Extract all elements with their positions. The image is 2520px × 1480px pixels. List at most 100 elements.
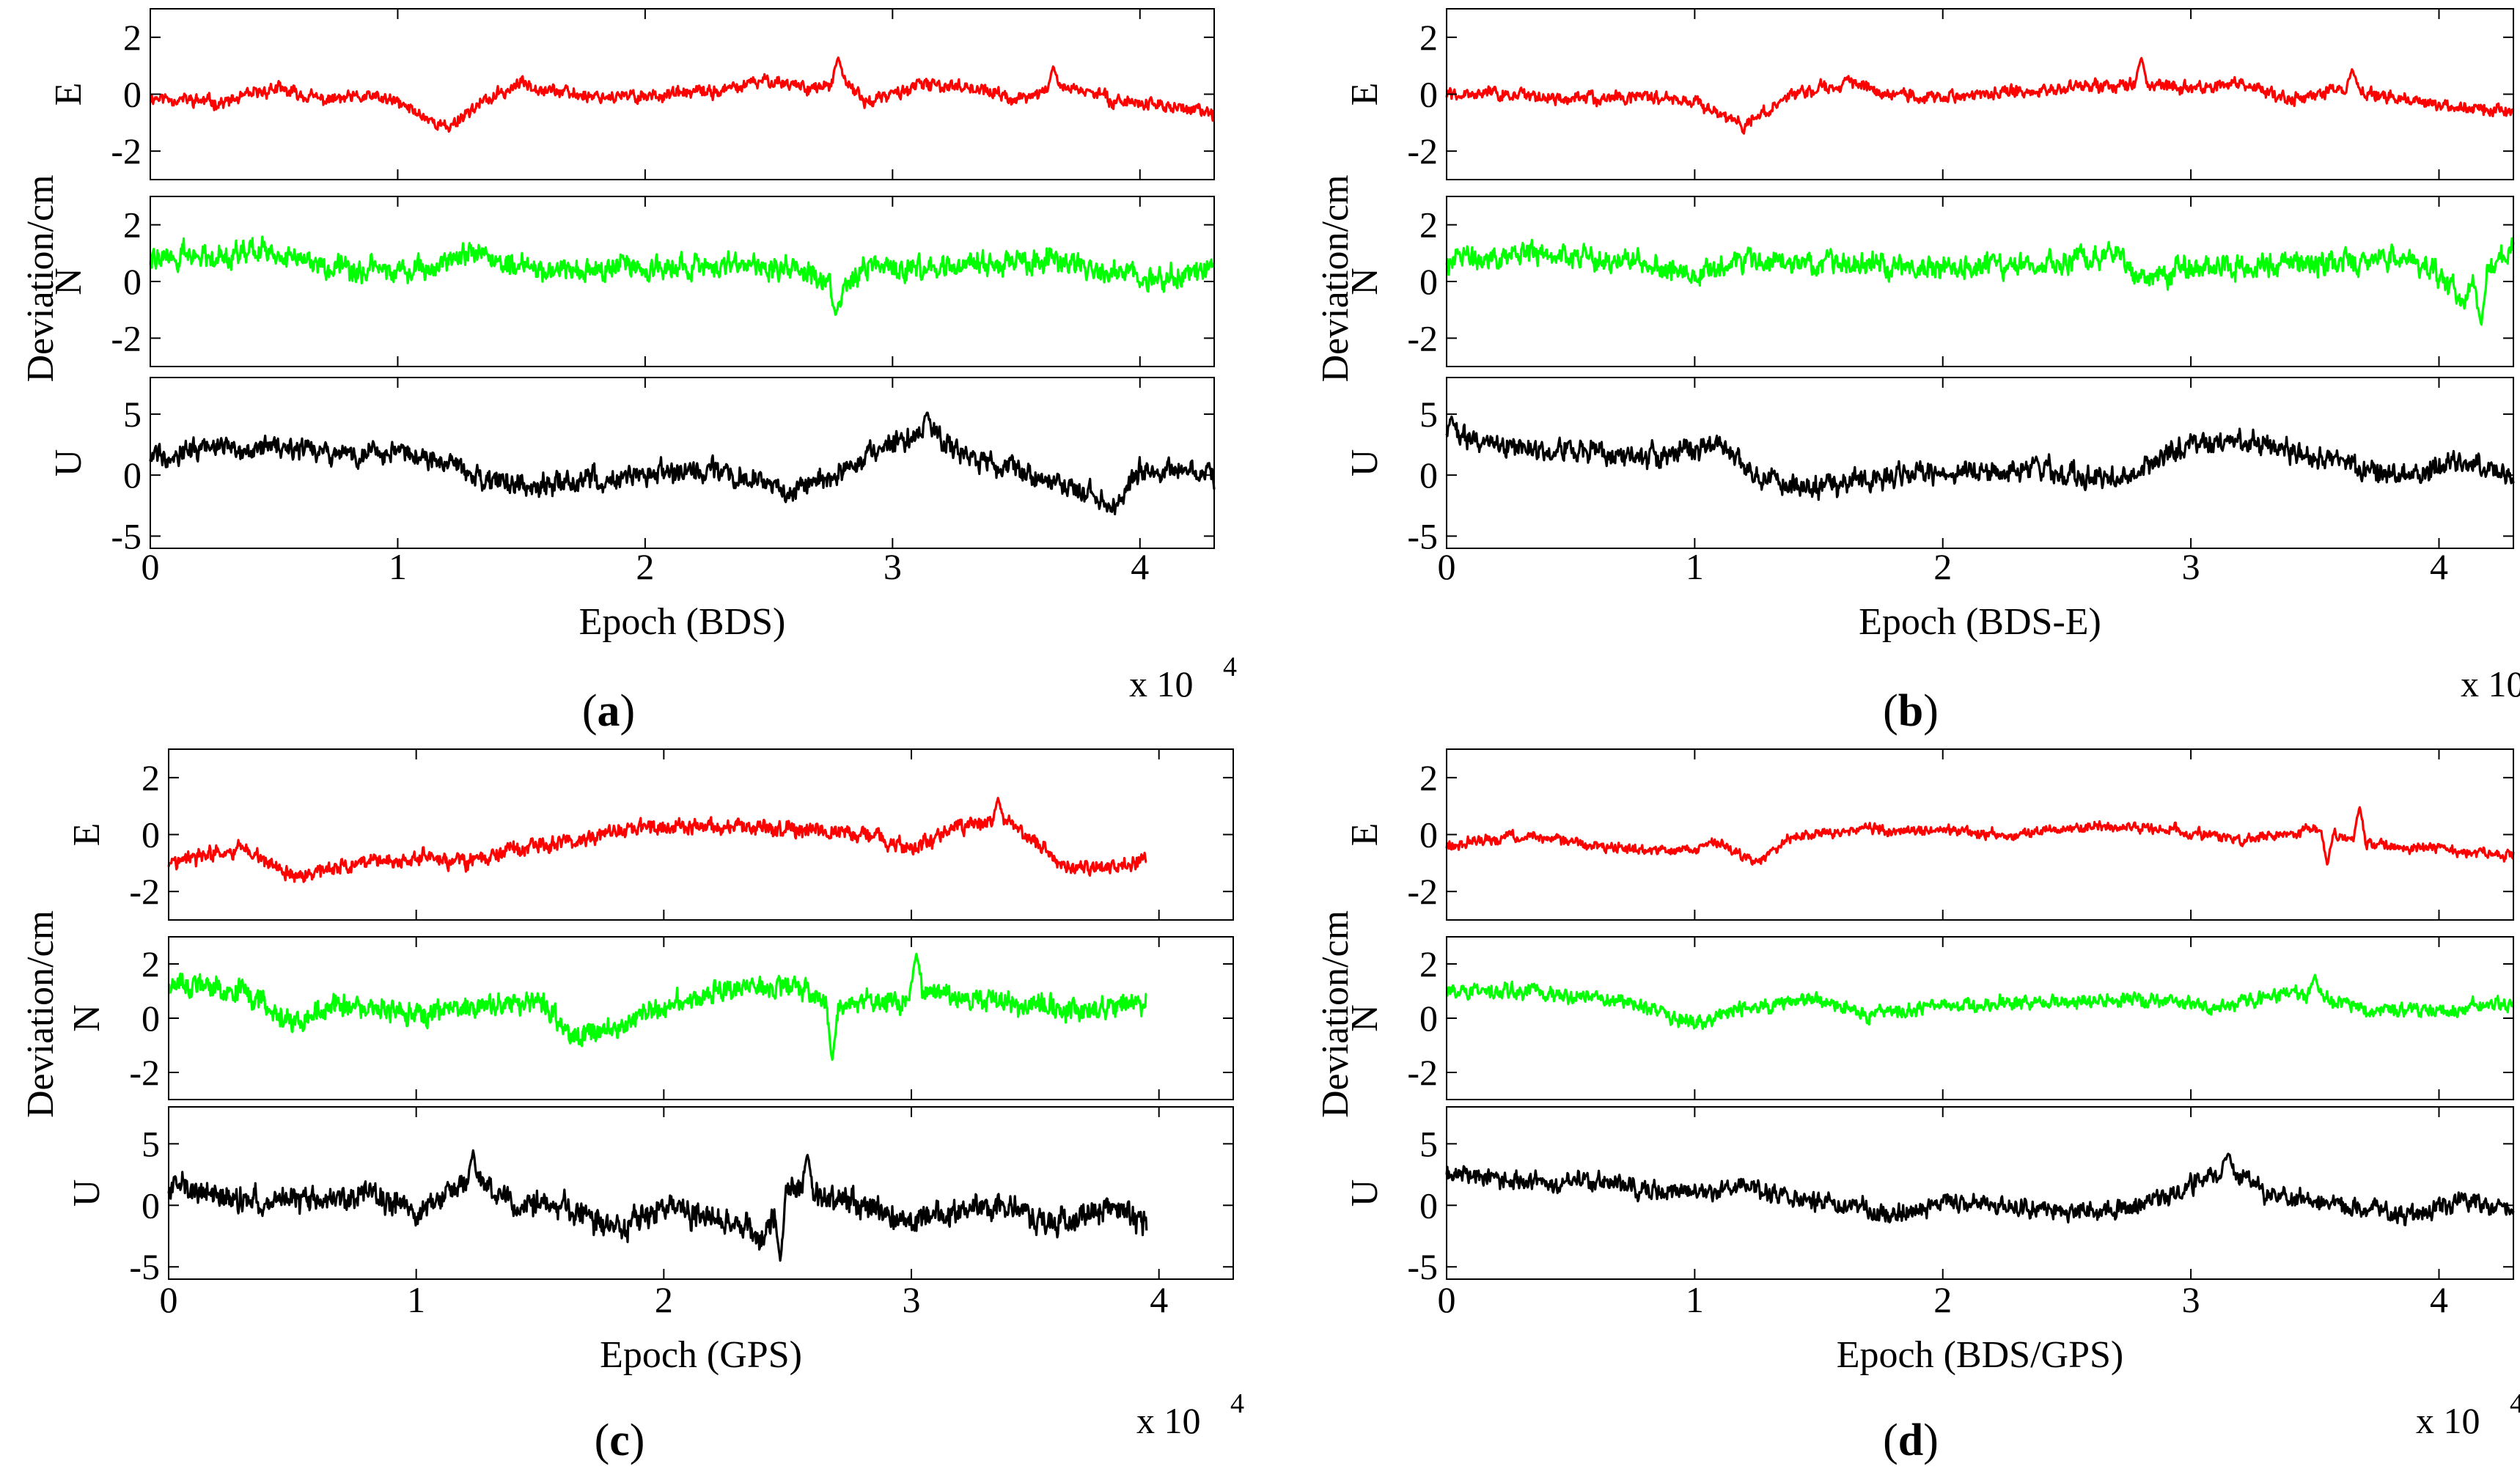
component-label: E xyxy=(48,83,89,106)
x-axis-label: Epoch (GPS) xyxy=(600,1334,802,1376)
x-multiplier-exponent: 4 xyxy=(2510,1388,2520,1419)
x-tick-label: 0 xyxy=(142,546,160,587)
y-tick-label: 0 xyxy=(123,261,142,302)
x-tick-label: 3 xyxy=(884,546,902,587)
x-axis-label: Epoch (BDS/GPS) xyxy=(1837,1334,2123,1376)
series-line-N xyxy=(1445,973,2515,1031)
x-axis-label: Epoch (BDS-E) xyxy=(1859,601,2101,643)
x-tick-label: 4 xyxy=(2430,1279,2448,1320)
y-axis-label: Deviation/cm xyxy=(20,174,62,382)
panel-caption: (a) xyxy=(582,686,635,736)
subplot-U: -5 0 5 U xyxy=(1344,377,2515,556)
x-tick-label: 0 xyxy=(1438,1279,1456,1320)
subplot-E: -2 0 2 E xyxy=(48,8,1216,180)
panel-caption: (d) xyxy=(1883,1415,1939,1465)
y-tick-label: 5 xyxy=(142,1123,160,1164)
component-label: E xyxy=(1344,823,1386,847)
component-label: E xyxy=(1344,83,1386,106)
x-axis-label: Epoch (BDS) xyxy=(579,601,786,643)
series-line-E xyxy=(167,796,1147,883)
component-label: N xyxy=(1344,268,1386,295)
axes-box-U xyxy=(1446,377,2514,549)
y-tick-label: 0 xyxy=(1419,454,1438,496)
series-line-E xyxy=(1445,806,2515,866)
subplot-U: -5 0 5 U xyxy=(66,1106,1234,1287)
y-tick-label: 5 xyxy=(1419,394,1438,435)
x-multiplier-exponent: 4 xyxy=(1223,652,1237,682)
x-tick-label: 0 xyxy=(1438,546,1456,587)
y-tick-label: 2 xyxy=(142,943,160,984)
component-label: U xyxy=(66,1179,108,1207)
y-tick-label: 2 xyxy=(1419,205,1438,246)
subplot-E: -2 0 2 E xyxy=(1344,748,2515,921)
subplot-U: -5 0 5 U xyxy=(48,377,1216,556)
subplot-E: -2 0 2 E xyxy=(1344,8,2515,180)
subplot-E: -2 0 2 E xyxy=(66,748,1234,921)
subplot-U: -5 0 5 U xyxy=(1344,1106,2515,1287)
series-line-N xyxy=(1445,237,2515,326)
series-line-U xyxy=(1445,1152,2515,1226)
x-tick-label: 4 xyxy=(2430,546,2448,587)
x-tick-label: 3 xyxy=(903,1279,921,1320)
x-tick-label: 0 xyxy=(160,1279,178,1320)
y-tick-label: 5 xyxy=(1419,1123,1438,1164)
panel-caption: (c) xyxy=(595,1415,645,1465)
x-tick-label: 1 xyxy=(389,546,407,587)
series-line-U xyxy=(1445,415,2515,501)
x-tick-label: 2 xyxy=(636,546,654,587)
y-tick-label: 0 xyxy=(123,74,142,115)
y-tick-label: -2 xyxy=(129,1052,160,1093)
y-tick-label: 0 xyxy=(142,814,160,855)
axes-box-U xyxy=(1446,1106,2514,1280)
subplot-N: -2 0 2 N xyxy=(48,196,1216,367)
y-tick-label: -2 xyxy=(1407,130,1438,172)
series-line-E xyxy=(149,56,1216,133)
subplot-N: -2 0 2 N xyxy=(1344,196,2515,367)
x-tick-label: 2 xyxy=(1933,546,1952,587)
series-line-E xyxy=(1445,56,2515,135)
x-multiplier: x 10 xyxy=(1129,663,1194,704)
y-tick-label: 2 xyxy=(123,205,142,246)
x-multiplier: x 10 xyxy=(2416,1400,2480,1441)
y-tick-label: 0 xyxy=(1419,814,1438,855)
subplot-N: -2 0 2 N xyxy=(66,936,1234,1100)
y-tick-label: 0 xyxy=(1419,998,1438,1039)
x-tick-label: 1 xyxy=(1686,1279,1704,1320)
y-tick-label: -5 xyxy=(129,1246,160,1287)
axes-box-E xyxy=(168,748,1234,921)
x-multiplier: x 10 xyxy=(2461,663,2520,704)
series-line-U xyxy=(149,411,1216,516)
y-tick-label: 0 xyxy=(1419,261,1438,302)
y-tick-label: 2 xyxy=(1419,943,1438,984)
y-tick-label: 0 xyxy=(1419,74,1438,115)
x-tick-label: 3 xyxy=(2182,546,2200,587)
y-tick-label: 0 xyxy=(123,454,142,496)
x-tick-label: 1 xyxy=(407,1279,425,1320)
component-label: E xyxy=(66,823,108,847)
x-tick-label: 1 xyxy=(1686,546,1704,587)
subplot-N: -2 0 2 N xyxy=(1344,936,2515,1100)
y-tick-label: 5 xyxy=(123,394,142,435)
component-label: U xyxy=(1344,1179,1386,1207)
axes-box-U xyxy=(168,1106,1234,1280)
y-tick-label: -5 xyxy=(1407,1246,1438,1287)
x-multiplier: x 10 xyxy=(1136,1400,1201,1441)
x-tick-label: 3 xyxy=(2182,1279,2200,1320)
y-tick-label: -2 xyxy=(129,871,160,912)
component-label: U xyxy=(1344,449,1386,477)
y-tick-label: 2 xyxy=(1419,757,1438,798)
y-tick-label: 2 xyxy=(123,17,142,58)
component-label: N xyxy=(1344,1004,1386,1032)
y-tick-label: 0 xyxy=(142,1185,160,1226)
y-tick-label: -5 xyxy=(1407,515,1438,556)
y-tick-label: 2 xyxy=(1419,17,1438,58)
y-tick-label: 0 xyxy=(1419,1185,1438,1226)
panel-caption: (b) xyxy=(1883,686,1939,736)
component-label: N xyxy=(48,268,89,295)
axes-box-N xyxy=(1446,936,2514,1100)
component-label: N xyxy=(66,1004,108,1032)
axes-box-N xyxy=(1446,196,2514,367)
